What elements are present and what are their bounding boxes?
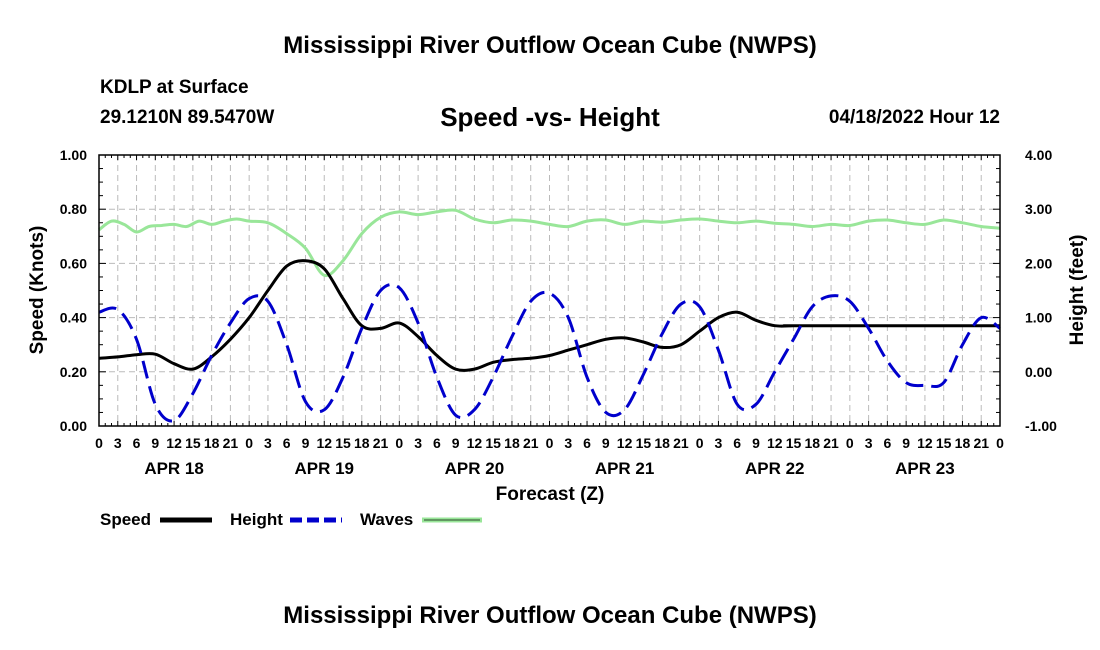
legend: Speed Height Waves xyxy=(100,510,482,529)
x-tick-label: 9 xyxy=(151,435,159,451)
x-tick-label: 9 xyxy=(902,435,910,451)
y-tick-label: 0.80 xyxy=(60,201,87,217)
speed-series-line xyxy=(98,259,1000,372)
x-tick-label: 15 xyxy=(485,435,501,451)
y-tick-label: 0.20 xyxy=(60,364,87,380)
x-tick-label: 15 xyxy=(636,435,652,451)
location-coordinates: 29.1210N 89.5470W xyxy=(100,107,275,128)
x-tick-label: 12 xyxy=(767,435,783,451)
day-label: APR 23 xyxy=(895,459,955,478)
y2-tick-label: -1.00 xyxy=(1025,418,1057,434)
plot-frame xyxy=(98,154,1001,427)
x-tick-label: 18 xyxy=(504,435,520,451)
x-tick-label: 12 xyxy=(917,435,933,451)
x-tick-label: 18 xyxy=(805,435,821,451)
x-tick-label: 6 xyxy=(133,435,141,451)
x-tick-label: 18 xyxy=(354,435,370,451)
x-tick-label: 6 xyxy=(433,435,441,451)
x-tick-label: 3 xyxy=(865,435,873,451)
y2-tick-label: 4.00 xyxy=(1025,147,1052,163)
y2-tick-label: 1.00 xyxy=(1025,310,1052,326)
x-tick-label: 12 xyxy=(166,435,182,451)
chart-subtitle: Speed -vs- Height xyxy=(440,102,660,132)
x-tick-label: 21 xyxy=(823,435,839,451)
height-series-line xyxy=(98,282,1001,423)
x-tick-label: 9 xyxy=(752,435,760,451)
x-tick-label: 3 xyxy=(564,435,572,451)
day-label: APR 22 xyxy=(745,459,805,478)
x-tick-label: 15 xyxy=(936,435,952,451)
waves-series-line xyxy=(98,208,1001,278)
x-tick-label: 0 xyxy=(245,435,253,451)
run-timestamp: 04/18/2022 Hour 12 xyxy=(828,107,1000,128)
x-tick-label: 9 xyxy=(602,435,610,451)
station-label: KDLP at Surface xyxy=(100,77,249,98)
y2-tick-label: 2.00 xyxy=(1025,255,1052,271)
x-tick-label: 0 xyxy=(95,435,103,451)
x-tick-label: 3 xyxy=(414,435,422,451)
x-tick-label: 0 xyxy=(546,435,554,451)
x-tick-label: 9 xyxy=(302,435,310,451)
y-tick-label: 1.00 xyxy=(60,147,87,163)
x-tick-label: 6 xyxy=(583,435,591,451)
x-tick-label: 6 xyxy=(283,435,291,451)
x-tick-label: 0 xyxy=(696,435,704,451)
x-tick-label: 21 xyxy=(973,435,989,451)
x-tick-label: 21 xyxy=(523,435,539,451)
y-tick-label: 0.00 xyxy=(60,418,87,434)
x-tick-label: 0 xyxy=(996,435,1004,451)
grid-lines xyxy=(99,155,1000,426)
y2-axis-label: Height (feet) xyxy=(1067,235,1088,346)
x-tick-label: 9 xyxy=(452,435,460,451)
x-tick-label: 15 xyxy=(786,435,802,451)
x-tick-label: 15 xyxy=(185,435,201,451)
x-tick-label: 12 xyxy=(467,435,483,451)
x-tick-label: 0 xyxy=(395,435,403,451)
x-tick-label: 18 xyxy=(654,435,670,451)
data-series xyxy=(98,208,1001,423)
x-tick-label: 21 xyxy=(373,435,389,451)
x-tick-label: 3 xyxy=(715,435,723,451)
y-tick-label: 0.60 xyxy=(60,255,87,271)
y2-tick-label: 0.00 xyxy=(1025,364,1052,380)
y2-tick-label: 3.00 xyxy=(1025,201,1052,217)
day-label: APR 21 xyxy=(595,459,655,478)
legend-speed-label: Speed xyxy=(100,510,151,529)
y-axis-label: Speed (Knots) xyxy=(27,226,48,355)
x-tick-label: 12 xyxy=(617,435,633,451)
legend-waves-label: Waves xyxy=(360,510,413,529)
x-tick-label: 3 xyxy=(264,435,272,451)
day-label: APR 18 xyxy=(144,459,204,478)
day-label: APR 20 xyxy=(445,459,505,478)
axis-labels: 0 3 6 9 12 15 18 21 0 3 6 9 12 15 18 21 0 3 6 9 12 15 18 21 0 3 6 9… xyxy=(60,147,1057,478)
x-tick-label: 6 xyxy=(733,435,741,451)
x-tick-label: 6 xyxy=(883,435,891,451)
x-tick-label: 21 xyxy=(673,435,689,451)
x-tick-label: 21 xyxy=(223,435,239,451)
x-axis-label: Forecast (Z) xyxy=(496,484,605,505)
x-tick-label: 18 xyxy=(204,435,220,451)
x-tick-label: 15 xyxy=(335,435,351,451)
x-tick-label: 0 xyxy=(846,435,854,451)
day-label: APR 19 xyxy=(294,459,354,478)
footer-title: Mississippi River Outflow Ocean Cube (NW… xyxy=(283,602,817,629)
y-tick-label: 0.40 xyxy=(60,310,87,326)
x-tick-label: 18 xyxy=(955,435,971,451)
x-tick-label: 3 xyxy=(114,435,122,451)
x-tick-label: 12 xyxy=(316,435,332,451)
chart-title: Mississippi River Outflow Ocean Cube (NW… xyxy=(283,32,817,59)
legend-height-label: Height xyxy=(230,510,283,529)
